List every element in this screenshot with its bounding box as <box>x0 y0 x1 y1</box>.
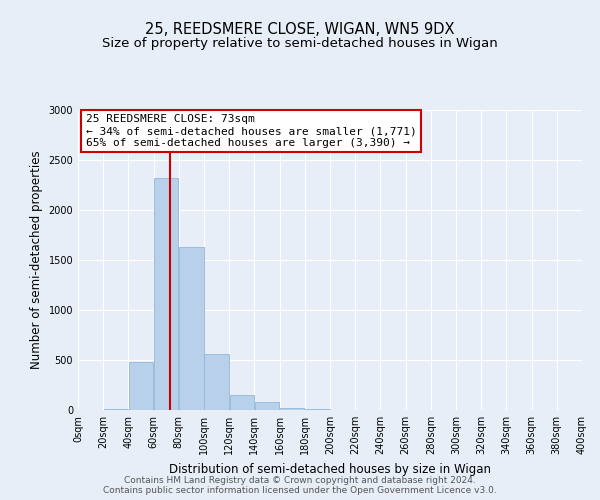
Bar <box>205 354 229 410</box>
Bar <box>104 409 128 410</box>
Bar <box>179 247 203 410</box>
Bar <box>230 395 254 410</box>
Text: 25, REEDSMERE CLOSE, WIGAN, WN5 9DX: 25, REEDSMERE CLOSE, WIGAN, WN5 9DX <box>145 22 455 38</box>
Text: Size of property relative to semi-detached houses in Wigan: Size of property relative to semi-detach… <box>102 38 498 51</box>
Bar <box>305 409 329 410</box>
Text: 25 REEDSMERE CLOSE: 73sqm
← 34% of semi-detached houses are smaller (1,771)
65% : 25 REEDSMERE CLOSE: 73sqm ← 34% of semi-… <box>86 114 416 148</box>
Bar <box>129 362 153 410</box>
X-axis label: Distribution of semi-detached houses by size in Wigan: Distribution of semi-detached houses by … <box>169 462 491 475</box>
Bar <box>255 402 279 410</box>
Bar <box>154 178 178 410</box>
Bar <box>280 408 304 410</box>
Y-axis label: Number of semi-detached properties: Number of semi-detached properties <box>30 150 43 370</box>
Text: Contains HM Land Registry data © Crown copyright and database right 2024.
Contai: Contains HM Land Registry data © Crown c… <box>103 476 497 495</box>
